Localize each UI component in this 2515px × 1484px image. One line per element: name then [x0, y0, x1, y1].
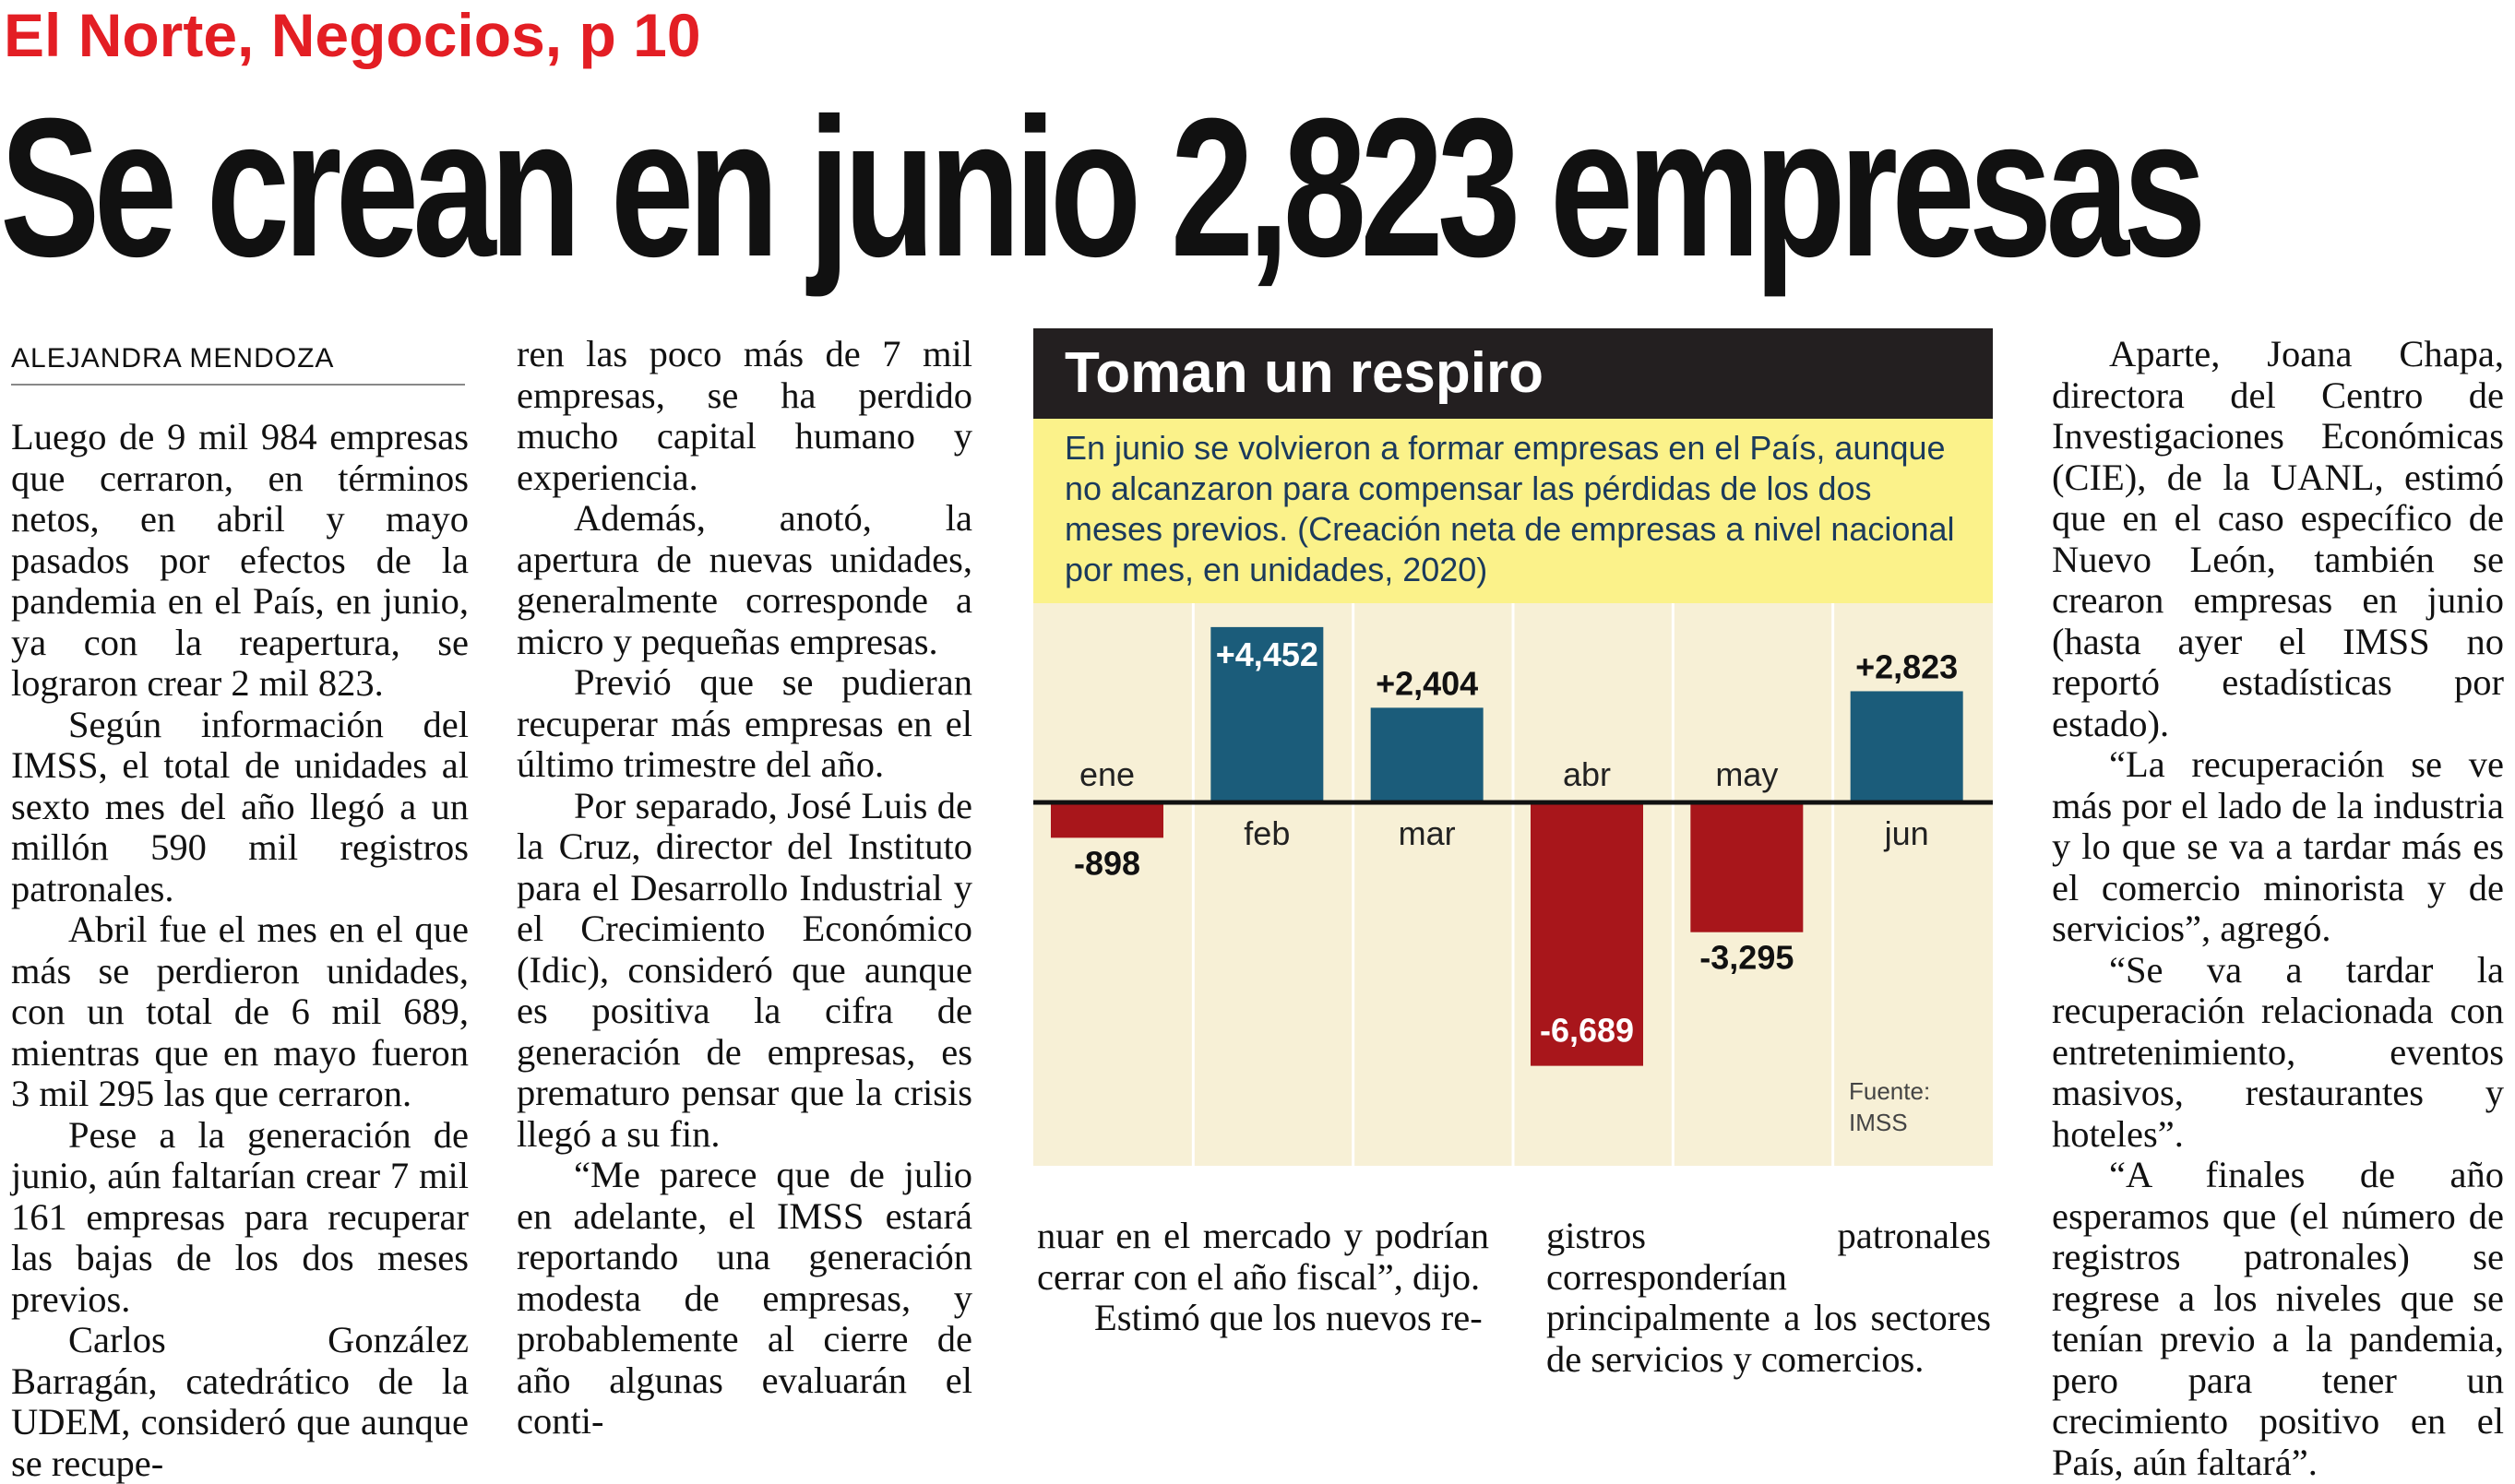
bar-value-label: +2,404 — [1376, 664, 1478, 702]
source-note-label: Fuente: — [1849, 1077, 1930, 1105]
month-label: jun — [1884, 814, 1929, 852]
bar-value-label: -898 — [1074, 844, 1140, 882]
article-paragraph: Estimó que los nuevos re- — [1094, 1297, 1483, 1338]
article-paragraph: “A finales de año esperamos que (el núme… — [2052, 1154, 2504, 1483]
bar-jun — [1850, 691, 1963, 802]
source-note-name: IMSS — [1849, 1109, 1908, 1136]
article-paragraph: Pese a la generación de junio, aún falta… — [11, 1113, 469, 1320]
infographic-title: Toman un respiro — [1033, 328, 1993, 419]
article-column-5: Aparte, Joana Chapa, directora del Centr… — [2052, 333, 2504, 1483]
month-label: mar — [1399, 814, 1456, 852]
article-paragraph: gistros patronales corresponderían princ… — [1546, 1215, 1991, 1380]
article-paragraph: “La recuperación se ve más por el lado d… — [2052, 743, 2504, 949]
bar-may — [1690, 802, 1804, 932]
infographic-intro: En junio se volvieron a formar empresas … — [1033, 419, 1993, 603]
byline: ALEJANDRA MENDOZA — [11, 343, 465, 386]
article-paragraph: “Se va a tardar la recuperación relacion… — [2052, 948, 2504, 1155]
bar-value-label: -3,295 — [1699, 939, 1794, 977]
month-label: ene — [1079, 755, 1135, 793]
article-paragraph: Además, anotó, la apertura de nuevas uni… — [517, 497, 972, 662]
article-column-2: ren las poco más de 7 mil empresas, se h… — [517, 333, 972, 1442]
bar-abr — [1531, 802, 1643, 1066]
bar-value-label: +2,823 — [1855, 647, 1958, 685]
source-tag: El Norte, Negocios, p 10 — [4, 1, 701, 69]
article-paragraph: Aparte, Joana Chapa, directora del Centr… — [2052, 333, 2504, 744]
article-paragraph: Luego de 9 mil 984 empresas que cerraron… — [11, 416, 469, 704]
month-label: feb — [1244, 814, 1290, 852]
article-paragraph: nuar en el mercado y podrían cerrar con … — [1037, 1215, 1489, 1298]
bar-value-label: -6,689 — [1540, 1012, 1634, 1050]
bar-chart-svg: -898 ene +4,452 feb +2,404 mar -6,689 abr -3,295… — [1033, 603, 1993, 1166]
infographic-box: Toman un respiro En junio se volvieron a… — [1033, 328, 1993, 1166]
bar-chart: -898 ene +4,452 feb +2,404 mar -6,689 abr -3,295… — [1033, 603, 1993, 1166]
article-column-3: nuar en el mercado y podrían cerrar con … — [1037, 1215, 1489, 1339]
article-paragraph: Según información del IMSS, el total de … — [11, 703, 469, 909]
article-column-4: gistros patronales corresponderían princ… — [1546, 1215, 1991, 1380]
bar-feb — [1210, 626, 1324, 802]
article-paragraph: Carlos González Barragán, catedrático de… — [11, 1319, 469, 1484]
article-paragraph: Abril fue el mes en el que más se perdie… — [11, 908, 469, 1114]
bar-ene — [1051, 802, 1163, 838]
article-column-1: Luego de 9 mil 984 empresas que cerraron… — [11, 416, 469, 1484]
article-paragraph: “Me parece que de julio en adelante, el … — [517, 1154, 972, 1442]
article-paragraph: Previó que se pudieran recuperar más emp… — [517, 661, 972, 785]
month-label: abr — [1563, 755, 1611, 793]
article-paragraph: Por separado, José Luis de la Cruz, dire… — [517, 784, 972, 1155]
month-label: may — [1715, 755, 1778, 793]
article-paragraph: ren las poco más de 7 mil empresas, se h… — [517, 333, 972, 498]
headline: Se crean en junio 2,823 empresas — [0, 77, 2207, 298]
bar-value-label: +4,452 — [1216, 635, 1318, 673]
bar-mar — [1370, 707, 1484, 802]
